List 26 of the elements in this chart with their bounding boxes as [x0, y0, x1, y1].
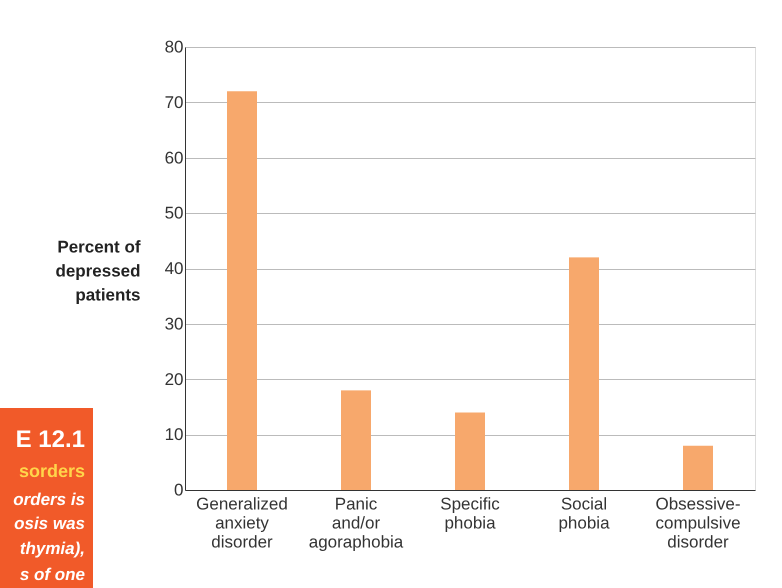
x-tick-label: Social phobia [558, 494, 610, 532]
x-tick-label: Panic and/or agoraphobia [308, 494, 404, 552]
x-tick-label: Specific phobia [440, 494, 500, 532]
bar [683, 446, 713, 490]
y-axis-title: Percent of depressed patients [55, 238, 141, 304]
y-tick-label: 30 [164, 314, 184, 334]
bar [569, 257, 599, 490]
y-tick-label: 40 [164, 259, 184, 278]
x-tick-label: Generalized anxiety disorder [196, 494, 288, 552]
bar [341, 390, 371, 490]
bar [227, 91, 257, 490]
text: s of one [20, 565, 85, 584]
text: thymia), [20, 539, 85, 558]
y-tick-label: 50 [164, 204, 184, 223]
y-tick-label: 70 [164, 92, 184, 112]
text: osis was [14, 514, 85, 533]
y-tick-label: 60 [164, 148, 184, 168]
bar [455, 412, 485, 490]
y-tick-label: 80 [164, 38, 184, 56]
x-tick-label: Obsessive- compulsive disorder [655, 494, 741, 552]
text: E 12.1 [16, 426, 85, 453]
text: sorders [18, 461, 85, 481]
y-tick-label: 20 [164, 370, 184, 389]
y-tick-label: 0 [174, 480, 184, 500]
text: orders is [13, 490, 85, 509]
y-tick-label: 10 [164, 425, 184, 444]
